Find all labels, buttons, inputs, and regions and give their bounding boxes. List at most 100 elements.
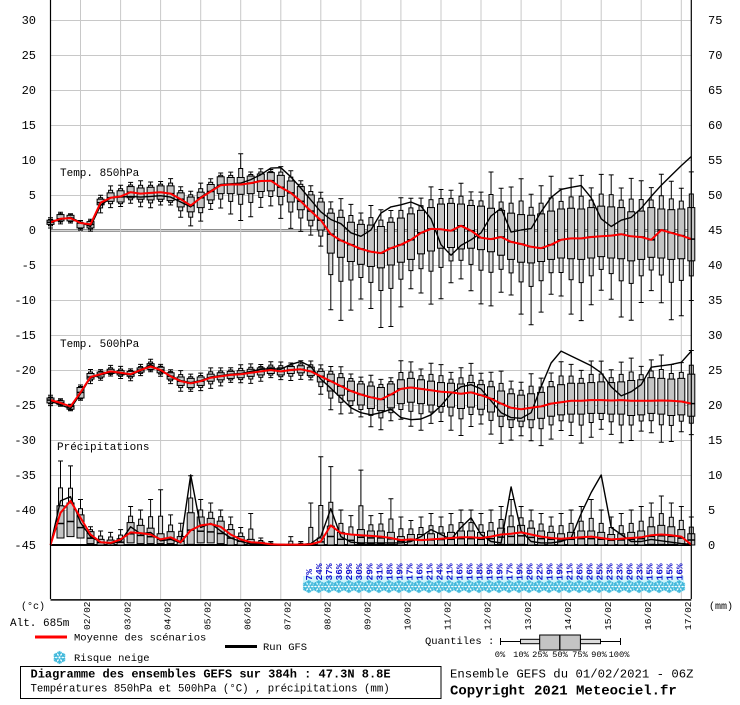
svg-text:20%: 20% xyxy=(585,563,596,580)
svg-text:-45: -45 xyxy=(14,539,36,553)
svg-text:09/02: 09/02 xyxy=(363,601,374,630)
svg-text:55: 55 xyxy=(708,154,722,168)
svg-text:08/02: 08/02 xyxy=(323,601,334,630)
svg-text:17%: 17% xyxy=(404,563,415,580)
svg-text:40: 40 xyxy=(708,259,722,273)
svg-text:Run GFS: Run GFS xyxy=(263,642,307,654)
svg-text:17%: 17% xyxy=(504,563,515,580)
svg-text:02/02: 02/02 xyxy=(82,601,93,630)
svg-text:Temp. 850hPa: Temp. 850hPa xyxy=(60,168,140,180)
svg-text:10: 10 xyxy=(22,154,36,168)
svg-text:16%: 16% xyxy=(655,563,666,580)
svg-text:23%: 23% xyxy=(635,563,646,580)
svg-text:07/02: 07/02 xyxy=(283,601,294,630)
svg-text:10: 10 xyxy=(708,469,722,483)
svg-text:-25: -25 xyxy=(14,399,36,413)
svg-text:-35: -35 xyxy=(14,469,36,483)
svg-text:0: 0 xyxy=(708,539,715,553)
svg-text:30%: 30% xyxy=(354,563,365,580)
svg-text:16%: 16% xyxy=(454,563,465,580)
svg-text:23%: 23% xyxy=(615,563,626,580)
svg-text:50: 50 xyxy=(708,189,722,203)
svg-text:20: 20 xyxy=(22,84,36,98)
svg-text:-40: -40 xyxy=(14,504,36,518)
svg-text:36%: 36% xyxy=(334,563,345,580)
svg-text:15%: 15% xyxy=(645,563,656,580)
svg-text:25: 25 xyxy=(22,49,36,63)
svg-text:29%: 29% xyxy=(344,563,355,580)
svg-text:35: 35 xyxy=(708,294,722,308)
svg-text:0%: 0% xyxy=(495,650,506,660)
svg-text:-10: -10 xyxy=(14,294,36,308)
svg-text:25: 25 xyxy=(708,364,722,378)
svg-text:22%: 22% xyxy=(534,563,545,580)
svg-text:06/02: 06/02 xyxy=(242,601,253,630)
svg-text:05/02: 05/02 xyxy=(202,601,213,630)
svg-text:19%: 19% xyxy=(484,563,495,580)
svg-text:16/02: 16/02 xyxy=(643,601,654,630)
svg-text:-20: -20 xyxy=(14,364,36,378)
svg-text:30: 30 xyxy=(708,329,722,343)
svg-text:Alt. 685m: Alt. 685m xyxy=(10,618,70,630)
svg-text:-30: -30 xyxy=(14,434,36,448)
svg-text:100%: 100% xyxy=(609,650,631,660)
svg-text:Moyenne des scénarios: Moyenne des scénarios xyxy=(74,633,206,645)
svg-text:Risque neige: Risque neige xyxy=(74,653,150,665)
svg-text:45: 45 xyxy=(708,224,722,238)
svg-text:19%: 19% xyxy=(544,563,555,580)
svg-text:Ensemble GEFS du 01/02/2021 -: Ensemble GEFS du 01/02/2021 - 06Z xyxy=(450,668,694,682)
svg-text:13/02: 13/02 xyxy=(523,601,534,630)
svg-text:25%: 25% xyxy=(595,563,606,580)
svg-text:19%: 19% xyxy=(494,563,505,580)
svg-text:Quantiles :: Quantiles : xyxy=(425,636,494,648)
svg-text:5: 5 xyxy=(29,189,36,203)
svg-text:24%: 24% xyxy=(314,563,325,580)
svg-text:11/02: 11/02 xyxy=(443,601,454,630)
svg-text:18%: 18% xyxy=(474,563,485,580)
svg-text:0: 0 xyxy=(29,224,36,238)
svg-text:12/02: 12/02 xyxy=(483,601,494,630)
svg-text:10%: 10% xyxy=(513,650,529,660)
svg-text:24%: 24% xyxy=(434,563,445,580)
svg-text:26%: 26% xyxy=(575,563,586,580)
svg-text:15/02: 15/02 xyxy=(603,601,614,630)
svg-text:Temp. 500hPa: Temp. 500hPa xyxy=(60,339,140,351)
svg-text:37%: 37% xyxy=(324,563,335,580)
svg-text:20%: 20% xyxy=(625,563,636,580)
svg-text:21%: 21% xyxy=(444,563,455,580)
svg-text:19%: 19% xyxy=(514,563,525,580)
svg-text:Diagramme des ensembles GEFS s: Diagramme des ensembles GEFS sur 384h : … xyxy=(31,668,391,682)
svg-text:20%: 20% xyxy=(524,563,535,580)
svg-text:14/02: 14/02 xyxy=(563,601,574,630)
svg-text:Températures 850hPa et 500hPa: Températures 850hPa et 500hPa (°C) , pré… xyxy=(31,684,390,696)
svg-text:16%: 16% xyxy=(675,563,686,580)
svg-text:23%: 23% xyxy=(605,563,616,580)
svg-text:10/02: 10/02 xyxy=(403,601,414,630)
svg-text:31%: 31% xyxy=(374,563,385,580)
svg-text:5: 5 xyxy=(708,504,715,518)
svg-text:30: 30 xyxy=(22,14,36,28)
svg-text:60: 60 xyxy=(708,119,722,133)
svg-text:19%: 19% xyxy=(554,563,565,580)
svg-text:7%: 7% xyxy=(304,569,315,581)
svg-text:15: 15 xyxy=(22,119,36,133)
svg-text:-5: -5 xyxy=(22,259,36,273)
svg-text:18%: 18% xyxy=(384,563,395,580)
svg-text:04/02: 04/02 xyxy=(162,601,173,630)
svg-text:16%: 16% xyxy=(464,563,475,580)
svg-text:19%: 19% xyxy=(394,563,405,580)
svg-text:65: 65 xyxy=(708,84,722,98)
svg-text:29%: 29% xyxy=(364,563,375,580)
svg-text:17/02: 17/02 xyxy=(683,601,694,630)
svg-text:70: 70 xyxy=(708,49,722,63)
svg-text:15: 15 xyxy=(708,434,722,448)
svg-text:-15: -15 xyxy=(14,329,36,343)
svg-text:Précipitations: Précipitations xyxy=(57,442,149,454)
svg-text:16%: 16% xyxy=(414,563,425,580)
svg-text:75: 75 xyxy=(708,14,722,28)
svg-text:03/02: 03/02 xyxy=(122,601,133,630)
svg-text:Copyright 2021 Meteociel.fr: Copyright 2021 Meteociel.fr xyxy=(450,684,677,700)
svg-text:21%: 21% xyxy=(424,563,435,580)
svg-text:90%: 90% xyxy=(591,650,607,660)
svg-text:21%: 21% xyxy=(565,563,576,580)
